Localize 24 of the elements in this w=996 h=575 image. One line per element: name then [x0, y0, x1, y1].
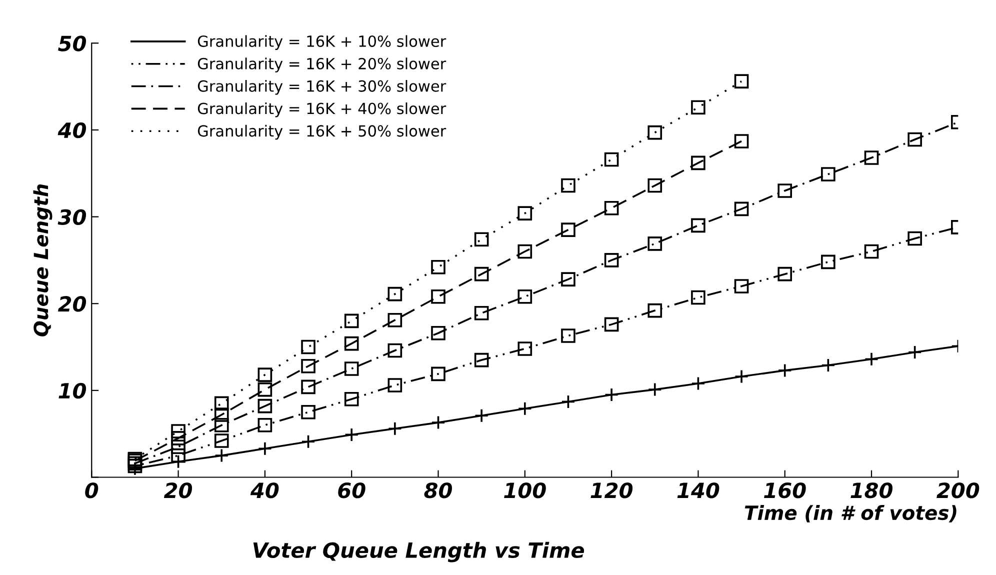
x-tick-label: 160 — [764, 482, 806, 498]
legend-label: Granularity = 16K + 20% slower — [198, 58, 446, 72]
y-tick-label: 20 — [58, 296, 86, 312]
x-tick-label: 0 — [85, 482, 98, 498]
x-tick-label: 100 — [504, 482, 546, 498]
legend-label: Granularity = 16K + 30% slower — [198, 80, 446, 95]
y-tick-label: 40 — [58, 122, 86, 138]
legend-label: Granularity = 16K + 50% slower — [198, 124, 446, 140]
x-tick-label: 60 — [338, 482, 366, 498]
text: Voter Queue Length vs Time — [253, 542, 584, 562]
x-tick-label: 80 — [424, 482, 452, 498]
y-axis-title: Queue Length — [33, 184, 52, 336]
x-tick-label: 180 — [850, 482, 892, 498]
y-tick-label: 30 — [58, 209, 86, 225]
legend-label: Granularity = 16K + 10% slower — [198, 35, 446, 50]
x-tick-label: 120 — [590, 482, 633, 498]
x-tick-label: 40 — [250, 482, 279, 498]
x-axis-title: Time (in # of votes) — [744, 505, 956, 522]
y-tick-label: 50 — [58, 36, 86, 52]
x-tick-label: 140 — [677, 482, 720, 498]
y-tick-label: 10 — [58, 382, 86, 399]
x-tick-label: 200 — [936, 482, 980, 498]
x-tick-label: 20 — [164, 482, 192, 498]
legend-label: Granularity = 16K + 40% slower — [198, 102, 446, 118]
